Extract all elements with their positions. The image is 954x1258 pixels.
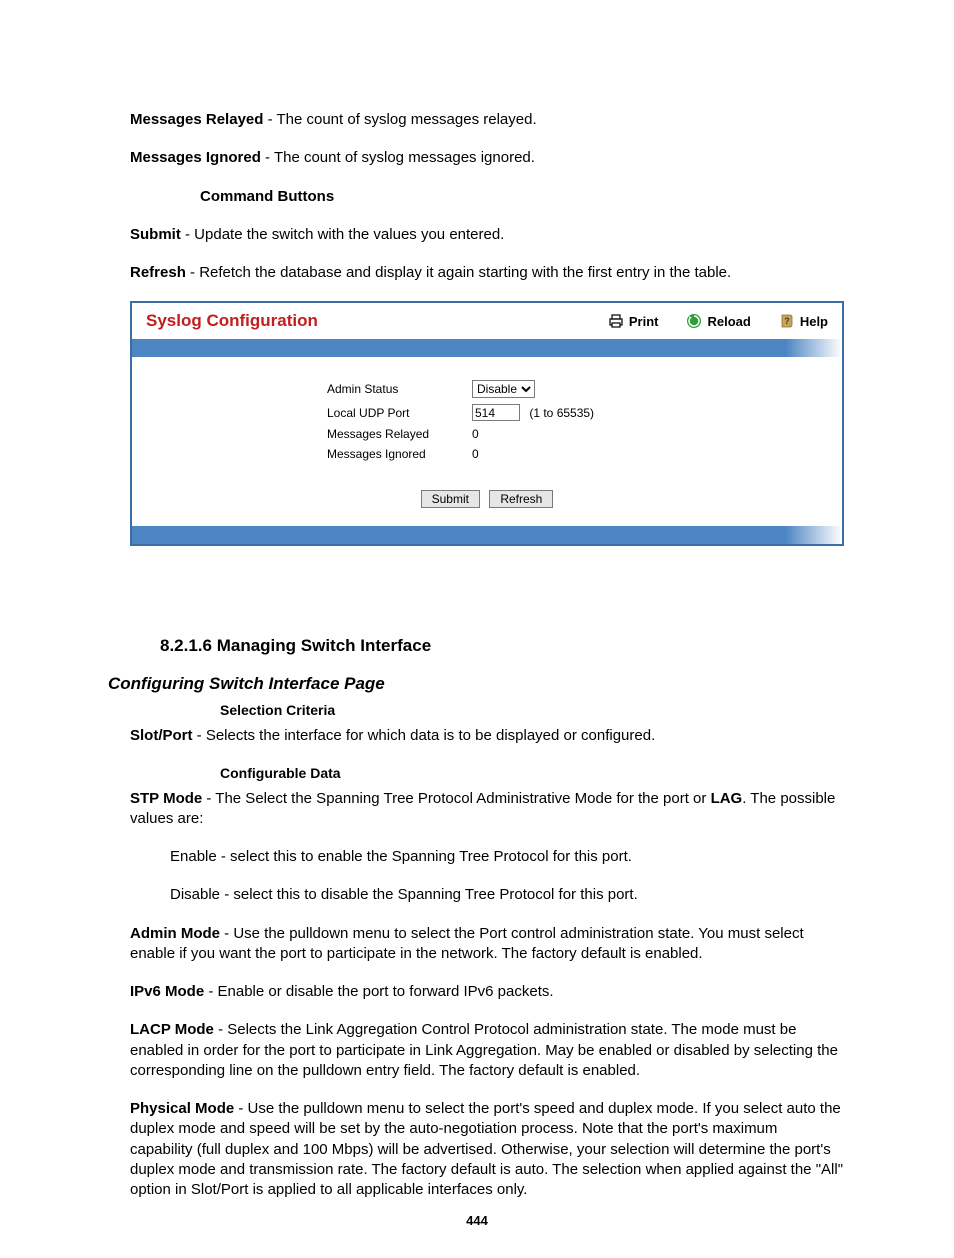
paragraph: Refresh - Refetch the database and displ… bbox=[130, 263, 844, 283]
messages-ignored-label: Messages Ignored bbox=[327, 447, 472, 461]
term: Messages Relayed bbox=[130, 111, 263, 128]
text: - Update the switch with the values you … bbox=[181, 226, 505, 243]
text: - The count of syslog messages ignored. bbox=[261, 149, 535, 166]
panel-divider-bottom bbox=[132, 526, 842, 544]
list-item: Disable - select this to disable the Spa… bbox=[170, 885, 844, 905]
local-udp-label: Local UDP Port bbox=[327, 406, 472, 420]
text: - Selects the Link Aggregation Control P… bbox=[130, 1021, 838, 1079]
panel-header: Syslog Configuration Print Reload ? Help bbox=[132, 303, 842, 339]
help-button[interactable]: ? Help bbox=[779, 313, 828, 329]
local-udp-hint: (1 to 65535) bbox=[529, 406, 594, 420]
text: - Enable or disable the port to forward … bbox=[204, 983, 553, 1000]
messages-ignored-value: 0 bbox=[472, 447, 479, 461]
term: Slot/Port bbox=[130, 727, 193, 744]
text: - Refetch the database and display it ag… bbox=[186, 264, 731, 281]
row-messages-ignored: Messages Ignored 0 bbox=[132, 444, 842, 464]
panel-title: Syslog Configuration bbox=[146, 311, 608, 331]
paragraph: Physical Mode - Use the pulldown menu to… bbox=[130, 1099, 844, 1200]
print-icon bbox=[608, 313, 624, 329]
section-number: 8.2.1.6 bbox=[160, 636, 217, 655]
paragraph: Slot/Port - Selects the interface for wh… bbox=[130, 726, 844, 746]
print-button[interactable]: Print bbox=[608, 313, 659, 329]
term: Refresh bbox=[130, 264, 186, 281]
panel-divider-top bbox=[132, 339, 842, 357]
paragraph: IPv6 Mode - Enable or disable the port t… bbox=[130, 982, 844, 1002]
term: LACP Mode bbox=[130, 1021, 214, 1038]
section-title: Managing Switch Interface bbox=[217, 636, 431, 655]
svg-text:?: ? bbox=[784, 316, 790, 326]
panel-toolbar: Print Reload ? Help bbox=[608, 313, 828, 329]
text: - Use the pulldown menu to select the po… bbox=[130, 1100, 843, 1198]
help-label: Help bbox=[800, 314, 828, 329]
text: - The count of syslog messages relayed. bbox=[263, 111, 536, 128]
page-number: 444 bbox=[0, 1213, 954, 1228]
reload-icon bbox=[686, 313, 702, 329]
row-local-udp: Local UDP Port (1 to 65535) bbox=[132, 401, 842, 424]
term: LAG bbox=[711, 790, 743, 807]
term: Submit bbox=[130, 226, 181, 243]
messages-relayed-value: 0 bbox=[472, 427, 479, 441]
help-icon: ? bbox=[779, 313, 795, 329]
term: STP Mode bbox=[130, 790, 202, 807]
local-udp-input[interactable] bbox=[472, 404, 520, 421]
paragraph: LACP Mode - Selects the Link Aggregation… bbox=[130, 1020, 844, 1081]
list-item: Enable - select this to enable the Spann… bbox=[170, 847, 844, 867]
text: - Selects the interface for which data i… bbox=[193, 727, 656, 744]
button-row: Submit Refresh bbox=[132, 490, 842, 508]
paragraph: Messages Ignored - The count of syslog m… bbox=[130, 148, 844, 168]
refresh-button[interactable]: Refresh bbox=[489, 490, 553, 508]
row-admin-status: Admin Status Disable bbox=[132, 377, 842, 401]
form-area: Admin Status Disable Local UDP Port (1 t… bbox=[132, 357, 842, 526]
admin-status-select[interactable]: Disable bbox=[472, 380, 535, 398]
syslog-config-panel: Syslog Configuration Print Reload ? Help bbox=[130, 301, 844, 546]
term: Messages Ignored bbox=[130, 149, 261, 166]
paragraph: Admin Mode - Use the pulldown menu to se… bbox=[130, 924, 844, 965]
text: - The Select the Spanning Tree Protocol … bbox=[202, 790, 710, 807]
paragraph: STP Mode - The Select the Spanning Tree … bbox=[130, 789, 844, 830]
messages-relayed-label: Messages Relayed bbox=[327, 427, 472, 441]
row-messages-relayed: Messages Relayed 0 bbox=[132, 424, 842, 444]
admin-status-label: Admin Status bbox=[327, 382, 472, 396]
paragraph: Messages Relayed - The count of syslog m… bbox=[130, 110, 844, 130]
subsection-title: Configuring Switch Interface Page bbox=[108, 674, 844, 694]
text: - Use the pulldown menu to select the Po… bbox=[130, 925, 804, 962]
section-heading: 8.2.1.6 Managing Switch Interface bbox=[160, 636, 844, 656]
label-configurable-data: Configurable Data bbox=[220, 765, 844, 781]
subheading-command-buttons: Command Buttons bbox=[200, 187, 844, 207]
term: IPv6 Mode bbox=[130, 983, 204, 1000]
submit-button[interactable]: Submit bbox=[421, 490, 480, 508]
print-label: Print bbox=[629, 314, 659, 329]
term: Physical Mode bbox=[130, 1100, 234, 1117]
reload-label: Reload bbox=[707, 314, 750, 329]
paragraph: Submit - Update the switch with the valu… bbox=[130, 225, 844, 245]
label-selection-criteria: Selection Criteria bbox=[220, 702, 844, 718]
term: Admin Mode bbox=[130, 925, 220, 942]
reload-button[interactable]: Reload bbox=[686, 313, 750, 329]
